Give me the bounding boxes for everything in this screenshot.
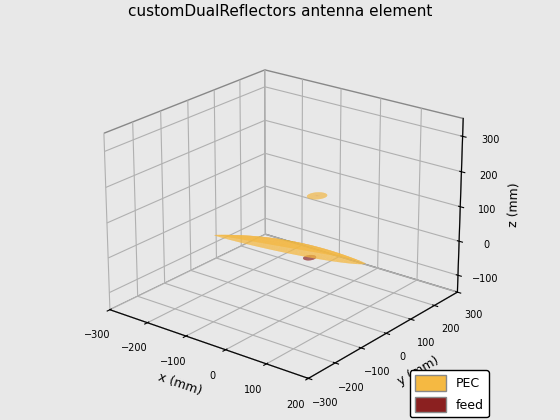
Legend: PEC, feed: PEC, feed <box>409 370 489 417</box>
Title: customDualReflectors antenna element: customDualReflectors antenna element <box>128 4 432 19</box>
X-axis label: x (mm): x (mm) <box>156 371 203 398</box>
Y-axis label: y (mm): y (mm) <box>396 354 441 388</box>
